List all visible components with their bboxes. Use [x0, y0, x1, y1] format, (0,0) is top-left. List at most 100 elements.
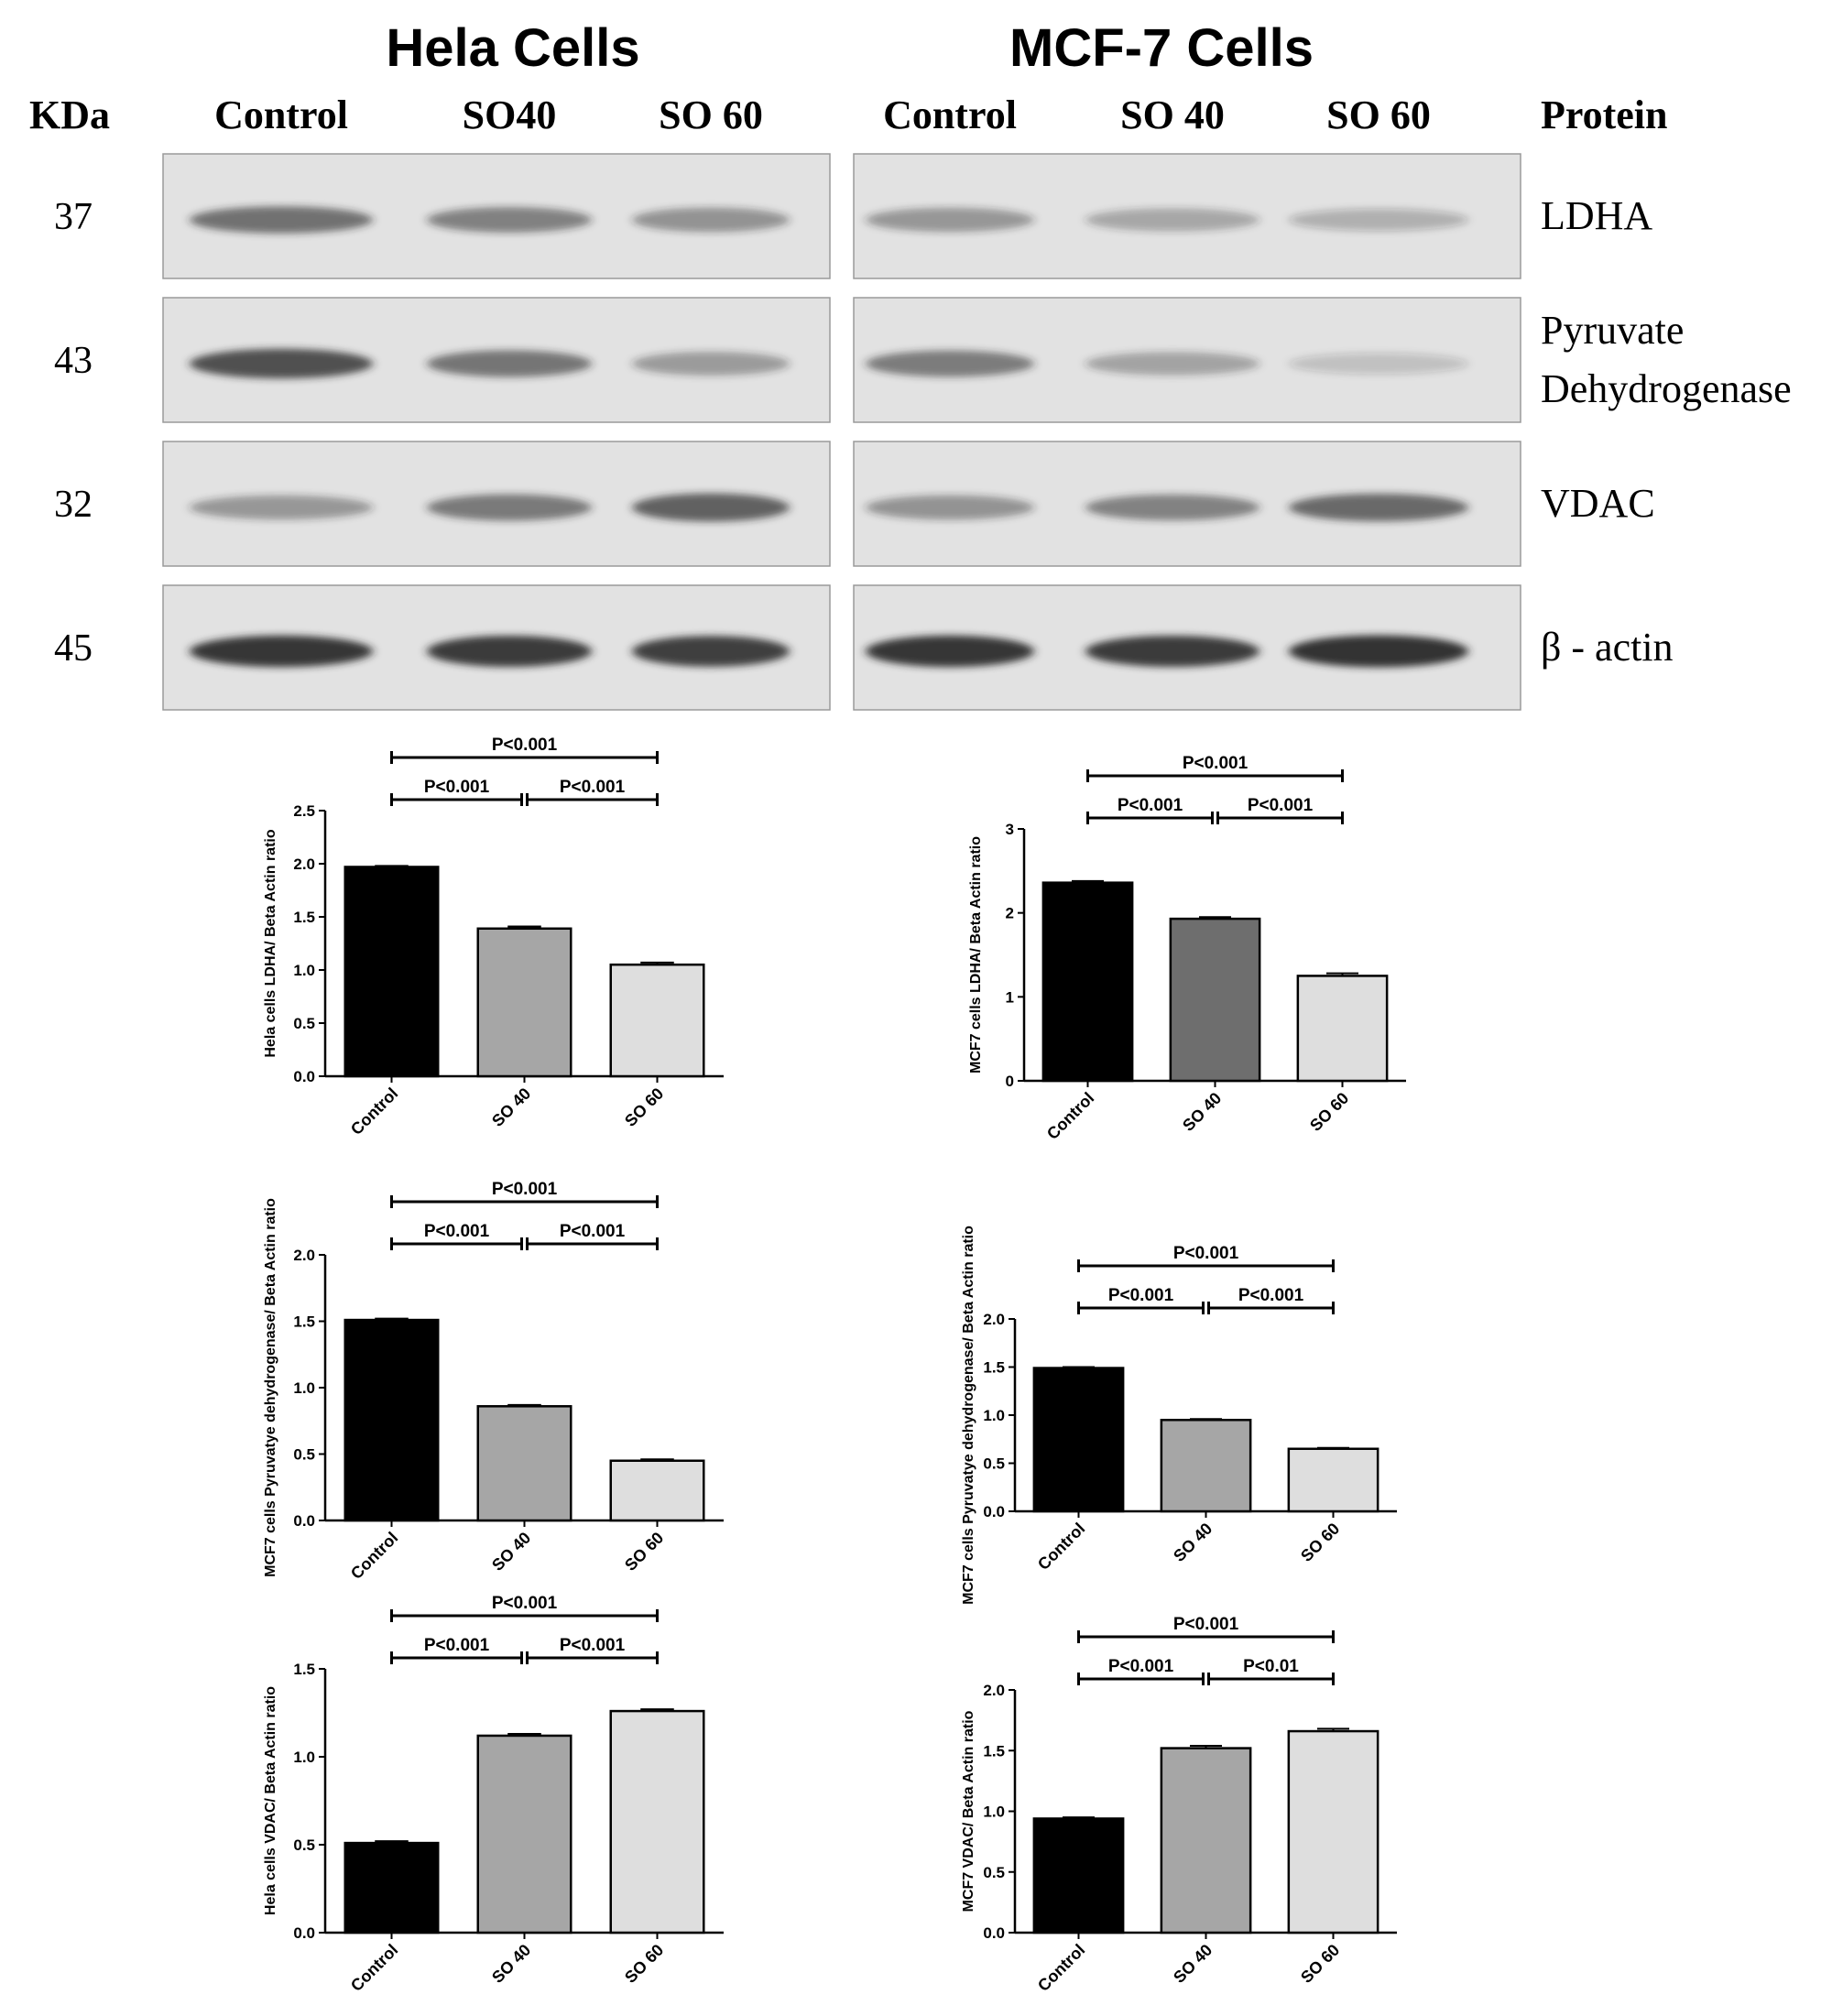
significance-label: P<0.001 — [1238, 1286, 1304, 1305]
category-label: Control — [347, 1084, 401, 1139]
bar — [344, 1841, 440, 1934]
significance-label: P<0.001 — [1118, 796, 1183, 815]
bar-chart: 0.0 0.5 1.0 1.5 2.0 MCF7 cells Pyruvatye dehy… — [263, 1180, 724, 1583]
mcf7-lane-control: Control — [883, 93, 1017, 137]
bar — [1032, 1817, 1125, 1934]
bar — [609, 1709, 705, 1934]
bar — [476, 927, 572, 1078]
y-tick-label: 2.0 — [983, 1682, 1005, 1699]
blot-band — [190, 635, 373, 668]
western-blot: 37 LDHA 43 Pyruvate Dehydrogenase 32 VDAC 45 β -… — [54, 153, 1792, 711]
protein-name: β - actin — [1541, 625, 1674, 670]
hela-lane-so60: SO 60 — [659, 93, 763, 137]
y-tick-label: 1.5 — [293, 909, 315, 926]
bar — [1287, 1447, 1379, 1513]
category-label: SO 60 — [621, 1084, 667, 1130]
hela-lane-control: Control — [214, 93, 348, 137]
category-label: Control — [1034, 1941, 1088, 1995]
category-label: SO 40 — [1179, 1089, 1225, 1135]
y-axis-label: MCF7 VDAC/ Beta Actin ratio — [961, 1710, 976, 1912]
kda-value: 32 — [54, 484, 93, 526]
significance-label: P<0.001 — [1108, 1286, 1174, 1305]
y-tick-label: 1.5 — [983, 1359, 1005, 1377]
y-tick-label: 0.0 — [983, 1503, 1005, 1520]
protein-name: VDAC — [1541, 481, 1655, 526]
y-tick-label: 2.0 — [983, 1311, 1005, 1328]
category-label: Control — [347, 1529, 401, 1583]
category-label: Control — [1043, 1089, 1097, 1143]
blot-band — [1289, 353, 1468, 375]
blot-band — [1085, 494, 1260, 521]
bar — [476, 1405, 572, 1522]
y-tick-label: 0.0 — [293, 1924, 315, 1942]
blot-band — [866, 495, 1034, 520]
bar-chart: 0.0 0.5 1.0 1.5 2.0 MCF7 cells Pyruvatye dehy… — [961, 1226, 1397, 1605]
significance-label: P<0.001 — [1173, 1615, 1239, 1634]
category-label: SO 40 — [1170, 1520, 1216, 1565]
bar-chart: 0.0 0.5 1.0 1.5 Hela cells VDAC/ Beta Actin … — [263, 1594, 724, 1995]
blot-band — [427, 635, 592, 668]
protein-name: Pyruvate — [1541, 308, 1684, 353]
y-tick-label: 1.0 — [293, 1379, 315, 1397]
bar-charts: 0.0 0.5 1.0 1.5 2.0 2.5 Hela cells LDHA/ Beta … — [263, 736, 1406, 1995]
significance-label: P<0.001 — [492, 1594, 558, 1613]
significance-label: P<0.001 — [424, 778, 490, 797]
blot-band — [866, 207, 1034, 233]
y-tick-label: 1.0 — [293, 1749, 315, 1766]
bar — [1032, 1367, 1125, 1513]
y-tick-label: 1.0 — [293, 962, 315, 979]
significance-label: P<0.01 — [1243, 1657, 1299, 1676]
y-tick-label: 2.0 — [293, 1247, 315, 1264]
mcf7-lane-so60: SO 60 — [1326, 93, 1431, 137]
bar — [344, 866, 440, 1078]
y-tick-label: 0 — [1006, 1073, 1014, 1090]
blot-band — [190, 206, 373, 234]
bar — [1160, 1747, 1252, 1934]
y-tick-label: 0.5 — [293, 1836, 315, 1854]
mcf7-lane-so40: SO 40 — [1120, 93, 1225, 137]
blot-band — [632, 493, 790, 522]
significance-label: P<0.001 — [424, 1636, 490, 1655]
y-axis-label: MCF7 cells Pyruvatye dehydrogenase/ Beta… — [263, 1198, 278, 1577]
bar — [1160, 1419, 1252, 1513]
kda-header: KDa — [29, 93, 110, 137]
blot-band — [1085, 635, 1260, 668]
hela-panel-title: Hela Cells — [386, 18, 639, 78]
blot-band — [427, 207, 592, 233]
y-tick-label: 0.0 — [293, 1512, 315, 1530]
blot-band — [632, 207, 790, 233]
significance-label: P<0.001 — [1183, 754, 1249, 773]
category-label: Control — [347, 1941, 401, 1995]
mcf7-panel-title: MCF-7 Cells — [1009, 18, 1314, 78]
y-axis-label: MCF7 cells LDHA/ Beta Actin ratio — [968, 836, 984, 1073]
blot-band — [1289, 493, 1468, 522]
bar-chart: 0 1 2 3 MCF7 cells LDHA/ Beta Actin ratio Con… — [968, 754, 1406, 1143]
category-label: SO 40 — [1170, 1941, 1216, 1987]
y-tick-label: 1 — [1006, 988, 1014, 1006]
blot-band — [427, 350, 592, 377]
blot-band — [632, 351, 790, 376]
y-tick-label: 2.5 — [293, 802, 315, 820]
kda-value: 37 — [54, 196, 93, 238]
y-tick-label: 3 — [1006, 821, 1014, 838]
bar — [1287, 1729, 1379, 1934]
category-label: SO 60 — [621, 1941, 667, 1987]
significance-label: P<0.001 — [1248, 796, 1314, 815]
blot-band — [1085, 208, 1260, 232]
category-label: SO 60 — [621, 1529, 667, 1575]
y-tick-label: 1.5 — [293, 1313, 315, 1331]
y-tick-label: 2.0 — [293, 855, 315, 873]
blot-band — [190, 495, 373, 520]
y-tick-label: 1.0 — [983, 1407, 1005, 1424]
bar — [344, 1318, 440, 1522]
blot-band — [632, 636, 790, 667]
y-axis-label: MCF7 cells Pyruvatye dehydrogenase/ Beta… — [961, 1226, 976, 1605]
category-label: SO 40 — [488, 1084, 534, 1130]
significance-label: P<0.001 — [424, 1222, 490, 1241]
bar — [609, 1459, 705, 1522]
category-label: SO 60 — [1306, 1089, 1352, 1135]
blot-band — [866, 635, 1034, 668]
y-tick-label: 1.5 — [983, 1742, 1005, 1760]
y-tick-label: 1.5 — [293, 1661, 315, 1678]
